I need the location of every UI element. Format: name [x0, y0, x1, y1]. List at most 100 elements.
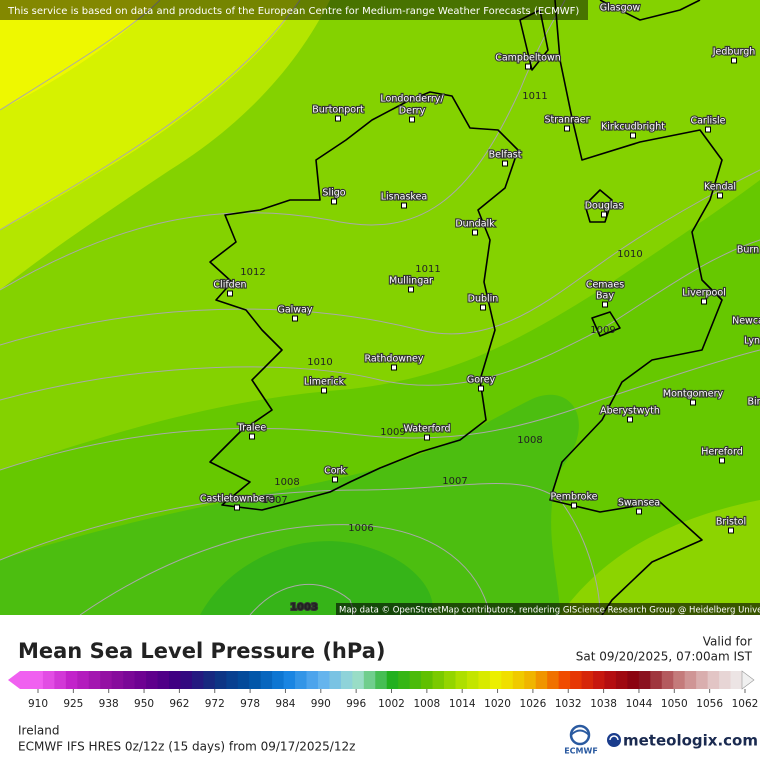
isobar-label: 1011 — [415, 264, 440, 275]
place-label: Tralee — [237, 423, 267, 434]
place-marker — [249, 433, 255, 440]
color-swatch — [409, 671, 422, 689]
place-label: Hereford — [701, 447, 742, 458]
colorbar-tick-label: 1032 — [555, 698, 582, 710]
brand-text[interactable]: meteologix.com — [623, 732, 758, 750]
place-marker — [401, 202, 407, 209]
place-label: Carlisle — [690, 116, 725, 127]
place-label: Waterford — [403, 424, 450, 435]
color-swatch — [466, 671, 479, 689]
color-swatch — [661, 671, 674, 689]
pressure-band — [200, 541, 433, 615]
isobar-label: 1006 — [348, 523, 373, 534]
color-swatch — [547, 671, 560, 689]
place-marker — [480, 304, 486, 311]
colorbar-tick-label: 996 — [346, 698, 366, 710]
color-swatch — [375, 671, 388, 689]
colorbar-tick-label: 984 — [275, 698, 295, 710]
color-swatch — [719, 671, 731, 689]
color-swatch — [272, 671, 284, 689]
place-label: Belfast — [489, 150, 522, 161]
place-marker — [601, 211, 607, 218]
place-label: Burtonport — [312, 105, 364, 116]
place-marker — [227, 290, 233, 297]
colorbar-tick-label: 910 — [28, 698, 48, 710]
place-marker — [636, 508, 642, 515]
colorbar-tick-label: 1050 — [661, 698, 688, 710]
color-swatch — [123, 671, 136, 689]
color-swatch — [604, 671, 617, 689]
place-marker — [717, 192, 723, 199]
place-label: Derry — [399, 106, 426, 117]
isobar-label: 1003 — [290, 602, 318, 613]
place-label: Liverpool — [682, 288, 726, 299]
place-marker — [690, 399, 696, 406]
isobar-label: 1009 — [380, 427, 405, 438]
place-marker — [409, 116, 415, 123]
coastlines — [209, 0, 723, 615]
color-swatch — [489, 671, 502, 689]
color-swatch — [77, 671, 90, 689]
colorbar-tick-label: 972 — [205, 698, 225, 710]
place-marker — [525, 63, 531, 70]
place-marker — [391, 364, 397, 371]
color-swatch — [650, 671, 663, 689]
attribution-background — [0, 0, 588, 20]
colorbar-arrow — [8, 671, 20, 689]
place-marker — [701, 298, 707, 305]
place-label: Dublin — [468, 294, 499, 305]
color-swatch — [581, 671, 594, 689]
place-label: Lisnaskea — [381, 192, 428, 203]
place-label: Londonderry/ — [380, 94, 444, 105]
color-swatch — [249, 671, 262, 689]
place-marker — [602, 301, 608, 308]
color-swatch — [203, 671, 216, 689]
color-swatch — [260, 671, 273, 689]
legend-title: Mean Sea Level Pressure (hPa) — [18, 639, 385, 663]
color-swatch — [134, 671, 147, 689]
place-label: Clifden — [213, 280, 246, 291]
pressure-band — [560, 500, 760, 615]
color-swatch — [501, 671, 514, 689]
color-swatch — [226, 671, 239, 689]
place-marker — [719, 457, 725, 464]
color-swatch — [615, 671, 628, 689]
place-label: Cemaes — [586, 280, 624, 291]
place-label: Douglas — [585, 201, 624, 212]
region: Ireland — [18, 724, 60, 738]
color-swatch — [627, 671, 640, 689]
place-marker — [472, 229, 478, 236]
place-label: Bir — [747, 397, 760, 408]
place-marker — [234, 504, 240, 511]
isobar-label: 1012 — [240, 267, 265, 278]
place-label: Pembroke — [550, 492, 597, 503]
color-swatch — [673, 671, 686, 689]
colorbar-tick-label: 978 — [240, 698, 260, 710]
colorbar-tick-label: 938 — [99, 698, 119, 710]
color-swatch — [707, 671, 720, 689]
place-marker — [335, 115, 341, 122]
place-label: Aberystwyth — [600, 406, 660, 417]
place-marker — [321, 387, 327, 394]
color-swatch — [31, 671, 44, 689]
brand-logo[interactable]: meteologix.com — [607, 732, 758, 750]
color-swatch — [593, 671, 605, 689]
place-label: Newca — [732, 316, 760, 327]
place-label: Campbeltown — [495, 53, 561, 64]
colorbar-arrow — [741, 670, 755, 690]
isobar-label: 1007 — [442, 476, 467, 487]
color-swatch — [317, 671, 330, 689]
place-label: Bay — [596, 291, 614, 302]
colorbar-tick-label: 925 — [63, 698, 83, 710]
color-swatch — [237, 671, 250, 689]
pressure-band — [0, 394, 579, 615]
model-info: ECMWF IFS HRES 0z/12z (15 days) from 09/… — [18, 740, 355, 754]
color-swatch — [421, 671, 433, 689]
colorbar-tick-label: 1002 — [378, 698, 405, 710]
color-swatch — [570, 671, 582, 689]
color-swatch — [65, 671, 78, 689]
place-marker — [728, 527, 734, 534]
color-swatch — [157, 671, 170, 689]
